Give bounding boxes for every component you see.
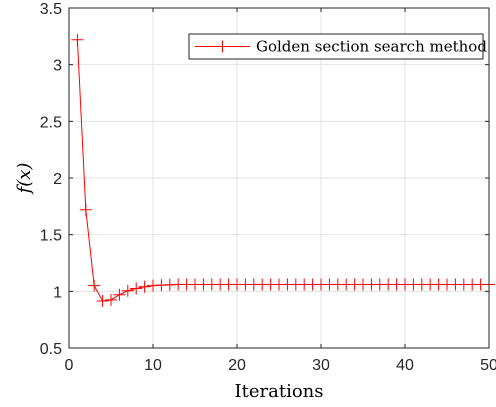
data-point-marker (71, 33, 84, 46)
data-point-marker (79, 203, 92, 216)
data-point-marker (88, 279, 101, 292)
y-tick-label: 2 (53, 171, 62, 188)
data-point-marker (147, 279, 159, 292)
x-tick-labels: 0 10 20 30 40 50 (65, 357, 496, 374)
data-point-marker (121, 284, 134, 297)
legend: Golden section search method (188, 33, 487, 60)
grid-lines (69, 8, 489, 348)
y-tick-label: 1.5 (40, 228, 62, 245)
y-tick-label: 3.5 (40, 1, 62, 18)
series-layer (71, 33, 495, 307)
legend-plus-marker (216, 40, 229, 53)
data-point-marker (105, 293, 117, 306)
y-tick-labels: 0.5 1 1.5 2 2.5 3 3.5 (40, 1, 62, 358)
x-axis-title: Iterations (235, 381, 324, 402)
x-tick-label: 20 (228, 357, 246, 374)
y-tick-label: 0.5 (40, 341, 62, 358)
tick-marks (68, 7, 490, 349)
y-tick-label: 2.5 (40, 114, 62, 131)
data-point-marker (113, 288, 126, 301)
x-tick-label: 0 (65, 357, 74, 374)
data-point-marker (130, 282, 143, 295)
legend-label: Golden section search method (256, 38, 487, 56)
y-tick-label: 3 (53, 58, 62, 75)
x-tick-label: 50 (480, 357, 496, 374)
data-point-marker (96, 294, 109, 307)
x-tick-label: 30 (312, 357, 330, 374)
x-tick-label: 40 (396, 357, 414, 374)
data-point-marker (138, 280, 151, 293)
x-tick-label: 10 (144, 357, 162, 374)
y-axis-title: f(x) (14, 163, 35, 196)
y-tick-label: 1 (53, 284, 62, 301)
